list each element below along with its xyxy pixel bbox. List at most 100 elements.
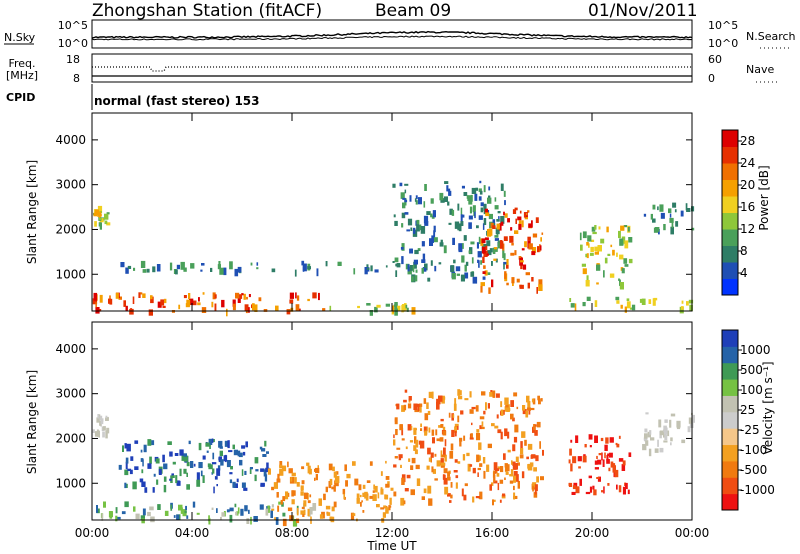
echo-cell [171,473,174,476]
echo-cell [664,419,668,423]
echo-cell [421,259,426,263]
freq-label: Freq. [8,57,35,70]
echo-cell [448,222,452,225]
y-tick-label: 3000 [55,387,86,401]
echo-cell [490,222,494,228]
echo-cell [213,486,215,494]
echo-cell [427,410,431,415]
echo-cell [291,490,294,497]
echo-cell [236,478,239,483]
colorbar-swatch [722,411,738,429]
echo-cell [477,251,482,258]
echo-cell [406,229,410,232]
velocity-colorbar-label: Velocity [m s⁻¹] [761,361,775,454]
velocity-colorbar: 1000 500 100 25 -25 -100 -500 -1000 [721,329,775,511]
echo-cell [176,514,180,521]
echo-cell [688,299,694,304]
power-colorbar: 4 8 12 16 20 24 28 [721,129,755,296]
echo-cell [158,468,162,475]
echo-cell [668,208,672,214]
echo-cell [422,253,426,260]
echo-cell [220,459,224,466]
nsearch-trace [91,35,693,41]
echo-cell [509,480,514,484]
echo-cell [96,508,100,514]
echo-cell [196,479,201,487]
echo-cell [518,220,522,224]
echo-cell [594,460,598,465]
echo-cell [401,427,404,436]
echo-cell [487,250,492,256]
nsky-trace [91,30,693,39]
echo-cell [286,309,291,315]
echo-cell [385,483,390,488]
echo-cell [97,414,99,419]
echo-cell [337,261,342,266]
echo-cell [514,207,518,211]
echo-cell [303,492,308,500]
echo-cell [645,412,649,415]
echo-cell [506,282,509,286]
colorbar-swatch [722,428,738,446]
echo-cell [469,464,473,467]
echo-cell [431,429,435,436]
echo-cell [664,427,668,435]
echo-cell [475,187,478,191]
echo-cell [505,471,509,475]
echo-cell [267,468,271,475]
echo-cell [395,429,398,436]
echo-cell [173,515,176,518]
echo-cell [229,479,233,484]
echo-cell [488,195,491,200]
echo-cell [301,506,305,510]
echo-cell [396,447,401,450]
echo-cell [578,466,581,469]
echo-cell [208,515,210,522]
time-x-axis: 00:00 04:00 08:00 12:00 16:00 20:00 00:00 [75,113,709,540]
echo-cell [140,260,146,268]
colorbar-swatch [722,493,738,511]
y-tick-label: 2000 [55,222,86,236]
echo-cell [291,472,296,477]
echo-cell [652,298,656,306]
echo-cell [440,418,444,422]
echo-cell [130,308,133,313]
echo-cell [621,236,626,244]
echo-cell [188,298,194,305]
echo-cell [149,506,154,511]
echo-cell [163,463,168,470]
echo-cell [200,269,203,272]
echo-cell [493,258,497,261]
echo-cell [518,223,522,230]
echo-cell [652,204,656,210]
echo-cell [601,490,604,493]
echo-cell [499,499,502,503]
echo-cell [372,494,377,501]
echo-cell [477,472,479,477]
echo-cell [416,224,420,232]
echo-cell [279,461,283,468]
echo-cell [440,462,446,466]
echo-cell [424,184,427,191]
echo-cell [586,296,591,301]
colorbar-swatch [722,395,738,413]
echo-cell [289,515,294,522]
echo-cell [106,212,110,215]
echo-cell [127,468,132,471]
echo-cell [404,199,408,203]
echo-cell [178,304,181,310]
echo-cell [480,207,484,213]
echo-cell [325,261,328,267]
echo-cell [92,298,98,305]
y-tick-label: 3000 [55,178,86,192]
echo-cell [125,305,128,312]
echo-cell [454,426,457,433]
echo-cell [489,248,493,253]
echo-cell [593,489,597,496]
echo-cell [442,426,446,430]
echo-cell [526,456,529,460]
echo-cell [312,503,317,511]
echo-cell [276,492,279,498]
echo-cell [483,185,486,193]
echo-cell [510,252,515,256]
